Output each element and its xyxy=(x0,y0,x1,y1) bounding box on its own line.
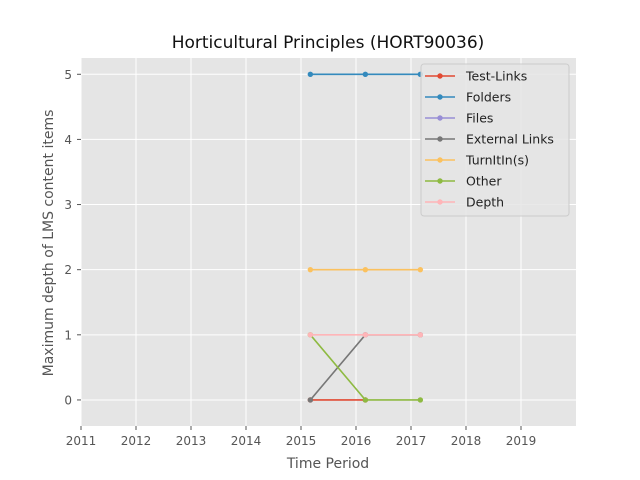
legend-label: Test-Links xyxy=(465,69,527,84)
data-point xyxy=(307,332,314,338)
legend-swatch-marker xyxy=(437,115,443,121)
x-axis-title: Time Period xyxy=(286,456,369,472)
legend-box xyxy=(420,63,570,217)
legend-swatch-marker xyxy=(437,157,443,163)
data-point xyxy=(417,397,424,403)
y-axis-title: Maximum depth of LMS content items xyxy=(41,110,57,377)
legend-label: Folders xyxy=(466,90,511,105)
y-tick-label: 2 xyxy=(64,263,72,277)
x-tick-label: 2014 xyxy=(231,434,262,448)
legend-swatch-marker xyxy=(437,94,443,100)
legend-label: External Links xyxy=(466,132,554,147)
y-tick-label: 4 xyxy=(64,133,72,147)
legend-label: Files xyxy=(466,111,493,126)
data-point xyxy=(307,71,314,77)
y-tick-label: 5 xyxy=(64,68,72,82)
data-point xyxy=(362,332,369,338)
legend-swatch-marker xyxy=(437,136,443,142)
x-axis-ticks: 2011 2012 2013 2014 2015 2016 2017 2018 2019 xyxy=(66,426,537,448)
y-axis-ticks: 0 1 2 3 4 5 xyxy=(64,68,81,407)
data-point xyxy=(362,71,369,77)
data-point xyxy=(362,266,369,273)
data-point xyxy=(362,397,369,403)
series-lines xyxy=(307,71,424,403)
data-point xyxy=(307,397,314,403)
x-tick-label: 2019 xyxy=(506,434,537,448)
data-point xyxy=(307,266,314,273)
x-tick-label: 2015 xyxy=(286,434,317,448)
legend-swatch-marker xyxy=(437,73,443,79)
legend-swatch-marker xyxy=(437,199,443,205)
x-tick-label: 2016 xyxy=(341,434,372,448)
data-point xyxy=(417,332,424,338)
legend-label: Other xyxy=(466,174,502,189)
y-tick-label: 1 xyxy=(64,328,72,342)
y-tick-label: 0 xyxy=(64,393,72,407)
x-tick-label: 2018 xyxy=(451,434,482,448)
x-tick-label: 2017 xyxy=(396,434,427,448)
x-tick-label: 2011 xyxy=(66,434,97,448)
x-tick-label: 2012 xyxy=(121,434,152,448)
legend: Test-Links Folders Files External Links Turn… xyxy=(420,63,570,217)
data-point xyxy=(417,266,424,273)
legend-label: Depth xyxy=(466,195,504,210)
legend-label: TurnItIn(s) xyxy=(465,153,529,168)
chart-title: Horticultural Principles (HORT90036) xyxy=(172,33,485,53)
legend-swatch-marker xyxy=(437,178,443,184)
x-tick-label: 2013 xyxy=(176,434,207,448)
y-tick-label: 3 xyxy=(64,198,72,212)
